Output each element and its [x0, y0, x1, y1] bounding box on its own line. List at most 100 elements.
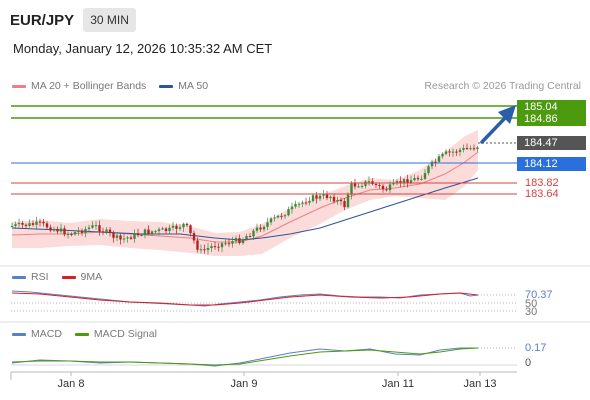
current-price-label: 184.47 — [517, 136, 586, 150]
candle-body — [147, 229, 150, 234]
candle-body — [399, 181, 402, 183]
target1-price-label: 185.04 — [517, 100, 586, 114]
candle-body — [353, 183, 357, 187]
candle-body — [213, 246, 217, 248]
rsi-swatch — [12, 275, 26, 279]
candle-body — [451, 151, 455, 153]
rsi-ma-legend-label: 9MA — [80, 271, 103, 283]
candle-body — [339, 200, 343, 202]
candle-body — [409, 180, 413, 184]
candle-body — [122, 238, 126, 240]
candle-body — [420, 178, 423, 180]
candle-body — [175, 225, 178, 229]
candle-body — [98, 225, 101, 232]
candle-body — [227, 243, 231, 245]
candle-body — [115, 235, 119, 238]
candle-body — [269, 218, 273, 223]
candle-body — [77, 230, 80, 233]
macd-zero-label: 0 — [525, 357, 532, 369]
candle-body — [136, 233, 140, 236]
candle-body — [315, 195, 318, 199]
rsi-legend-label: RSI — [31, 271, 49, 283]
candle-body — [318, 195, 322, 199]
macd-signal-legend-label: MACD Signal — [93, 328, 157, 340]
macd-line — [11, 347, 478, 367]
rsi-ma-swatch — [61, 275, 76, 279]
pivot-price-label: 184.12 — [517, 157, 586, 171]
candle-body — [402, 179, 406, 183]
rsi-ma-line — [11, 292, 479, 306]
candle-body — [171, 225, 175, 228]
candle-body — [427, 166, 430, 174]
candle-body — [143, 229, 147, 236]
candle-body — [52, 228, 56, 231]
candle-body — [294, 203, 297, 207]
ma20-legend-label: MA 20 + Bollinger Bands — [31, 80, 147, 92]
macd-legend: MACD MACD Signal — [12, 328, 157, 340]
candle-body — [192, 233, 196, 241]
candle-body — [262, 226, 266, 230]
candle-body — [129, 237, 133, 239]
candle-body — [94, 225, 98, 227]
candle-body — [238, 238, 241, 244]
candle-body — [66, 233, 70, 235]
candle-body — [119, 235, 122, 240]
candle-body — [140, 235, 143, 237]
candle-body — [430, 161, 434, 167]
candle-body — [31, 223, 35, 225]
candle-body — [45, 223, 49, 228]
rsi-upper-label: 50 — [525, 298, 538, 310]
candle-body — [476, 147, 479, 150]
candle-body — [374, 184, 378, 186]
candle-body — [322, 194, 325, 196]
candle-body — [24, 224, 28, 226]
candle-body — [455, 151, 458, 153]
candle-body — [385, 189, 388, 191]
candle-body — [437, 156, 441, 162]
candle-body — [154, 231, 157, 233]
candle-body — [189, 225, 192, 234]
candle-body — [346, 194, 350, 208]
candle-body — [248, 236, 252, 238]
candle-body — [150, 231, 154, 234]
candle-body — [266, 222, 269, 227]
candle-body — [59, 228, 63, 232]
candle-body — [73, 232, 77, 235]
candle-body — [21, 222, 24, 225]
rsi-line — [11, 290, 479, 307]
candle-body — [381, 185, 385, 190]
candle-body — [283, 215, 287, 217]
candle-body — [91, 225, 94, 228]
candle-body — [112, 232, 115, 238]
candle-body — [217, 246, 220, 248]
candle-body — [332, 196, 336, 202]
candle-body — [259, 227, 262, 230]
candle-body — [406, 179, 409, 184]
candle-body — [252, 230, 255, 237]
candle-body — [255, 227, 259, 231]
candle-body — [70, 233, 73, 235]
candle-body — [273, 217, 276, 219]
candle-body — [364, 181, 367, 186]
candle-body — [301, 202, 304, 204]
candle-body — [290, 206, 294, 210]
candle-body — [206, 248, 210, 250]
candle-body — [80, 230, 84, 233]
candle-body — [465, 147, 469, 149]
candle-body — [287, 209, 290, 216]
rsi-value-label: 70.37 — [525, 289, 553, 301]
candle-body — [360, 185, 364, 187]
candle-body — [280, 215, 283, 217]
candle-body — [87, 227, 91, 230]
candle-body — [448, 151, 451, 153]
rsi-legend: RSI 9MA — [12, 271, 102, 283]
candle-body — [241, 239, 245, 244]
candle-body — [63, 228, 66, 235]
target2-price-label: 184.86 — [517, 112, 586, 126]
x-axis-label: Jan 8 — [58, 378, 85, 390]
candle-body — [388, 184, 392, 191]
symbol-title: EUR/JPY — [10, 11, 75, 29]
candle-body — [434, 161, 437, 163]
timeframe-button[interactable]: 30 MIN — [83, 8, 136, 32]
